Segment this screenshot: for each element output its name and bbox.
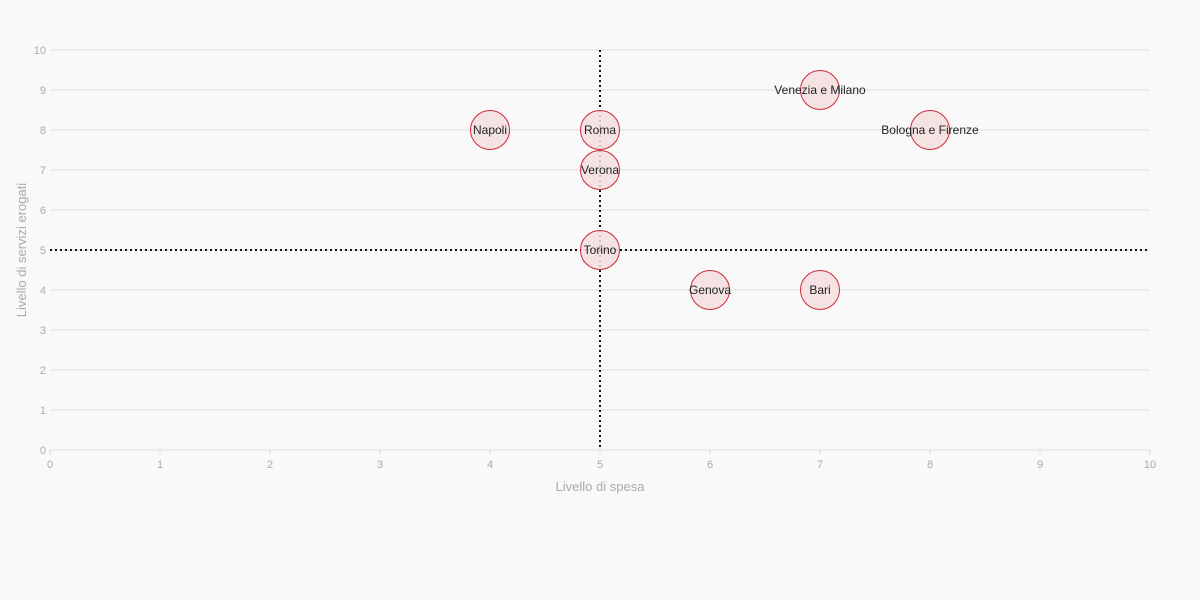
- data-point: [470, 110, 510, 150]
- point-label: Venezia e Milano: [774, 83, 866, 97]
- y-axis-title: Livello di servizi erogati: [14, 183, 29, 318]
- x-tick-label: 10: [1144, 459, 1156, 471]
- x-tick-label: 2: [267, 459, 273, 471]
- y-tick-label: 8: [40, 125, 46, 137]
- point-label: Napoli: [473, 123, 507, 137]
- x-axis-title: Livello di spesa: [556, 479, 646, 494]
- data-point: [580, 150, 620, 190]
- data-point: [580, 230, 620, 270]
- x-tick-label: 0: [47, 459, 53, 471]
- y-tick-label: 6: [40, 205, 46, 217]
- x-tick-label: 9: [1037, 459, 1043, 471]
- x-tick-label: 4: [487, 459, 493, 471]
- y-tick-label: 9: [40, 85, 46, 97]
- data-point: [800, 270, 840, 310]
- y-tick-label: 2: [40, 365, 46, 377]
- x-tick-label: 5: [597, 459, 603, 471]
- y-tick-label: 10: [34, 45, 46, 57]
- data-point: [580, 110, 620, 150]
- y-tick-label: 1: [40, 405, 46, 417]
- point-label: Bologna e Firenze: [881, 123, 979, 137]
- point-labels: Venezia e Milano Napoli Roma Bologna e Fire…: [473, 83, 979, 297]
- x-tick-label: 8: [927, 459, 933, 471]
- x-tick-label: 6: [707, 459, 713, 471]
- x-tick-label: 7: [817, 459, 823, 471]
- y-tick-label: 4: [40, 285, 46, 297]
- y-tick-label: 7: [40, 165, 46, 177]
- y-tick-label: 0: [40, 445, 46, 457]
- x-tick-label: 1: [157, 459, 163, 471]
- point-label: Torino: [584, 243, 617, 257]
- data-point: [800, 70, 840, 110]
- y-tick-label: 3: [40, 325, 46, 337]
- data-points: [470, 70, 950, 310]
- x-tick-label: 3: [377, 459, 383, 471]
- data-point: [910, 110, 950, 150]
- point-label: Roma: [584, 123, 616, 137]
- data-point: [690, 270, 730, 310]
- x-axis: 0 1 2 3 4 5 6 7 8 9 10: [47, 450, 1156, 471]
- point-label: Verona: [581, 163, 619, 177]
- point-label: Genova: [689, 283, 731, 297]
- y-tick-label: 5: [40, 245, 46, 257]
- point-label: Bari: [809, 283, 830, 297]
